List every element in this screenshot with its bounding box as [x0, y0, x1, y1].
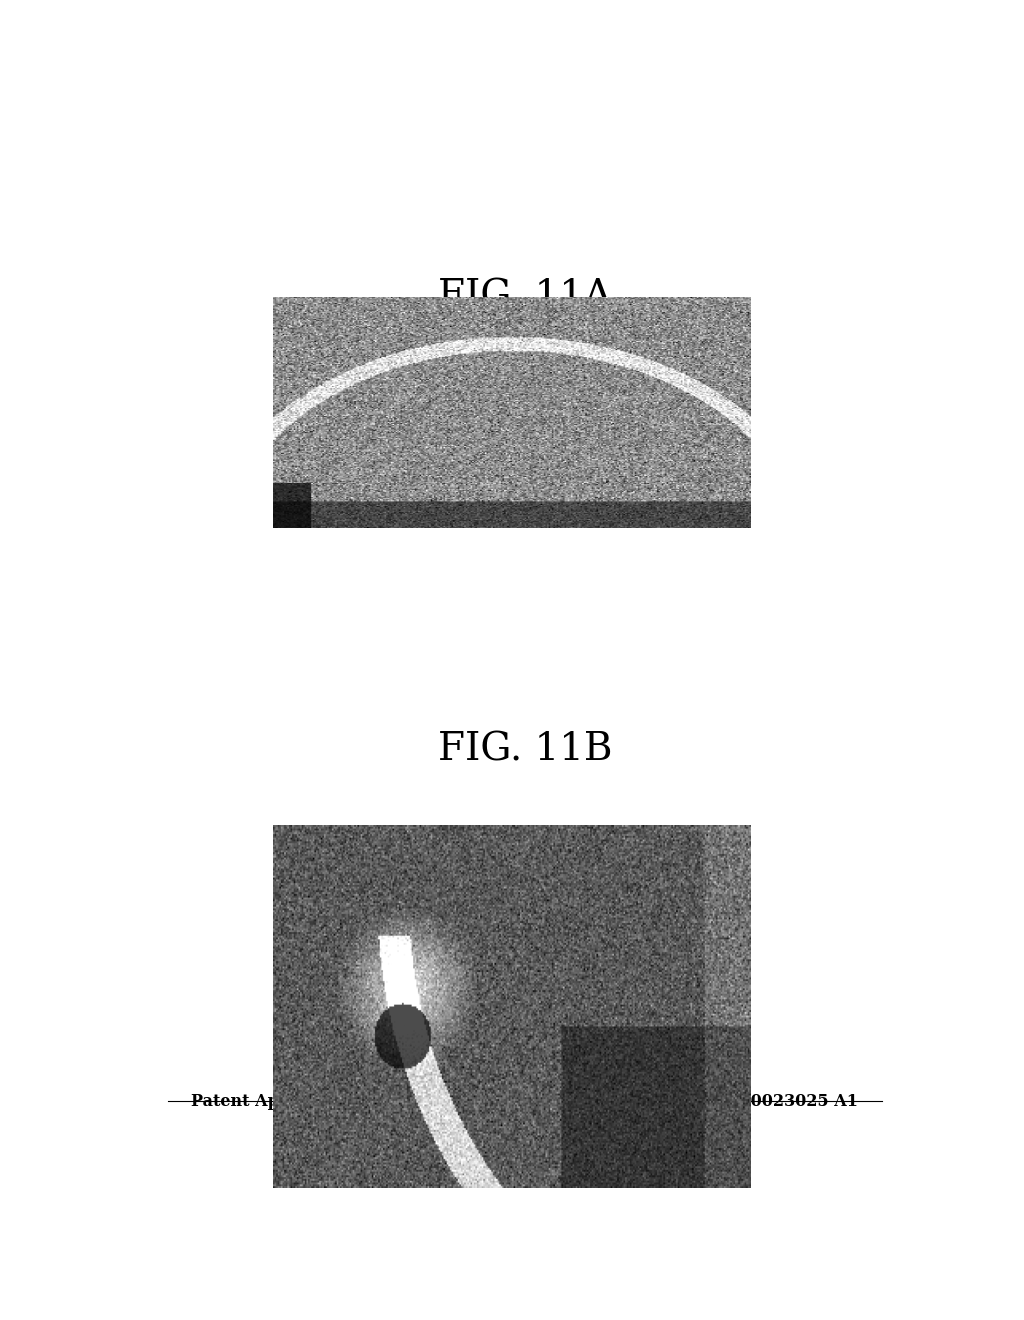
- Text: Jan. 24, 2013  Sheet 8 of 8: Jan. 24, 2013 Sheet 8 of 8: [374, 1093, 612, 1110]
- Text: FIG. 11B: FIG. 11B: [437, 731, 612, 768]
- Text: FIG. 11A: FIG. 11A: [438, 279, 611, 315]
- Text: R6: R6: [556, 341, 581, 359]
- Text: Patent Application Publication: Patent Application Publication: [191, 1093, 466, 1110]
- Text: US 2013/0023025 A1: US 2013/0023025 A1: [669, 1093, 858, 1110]
